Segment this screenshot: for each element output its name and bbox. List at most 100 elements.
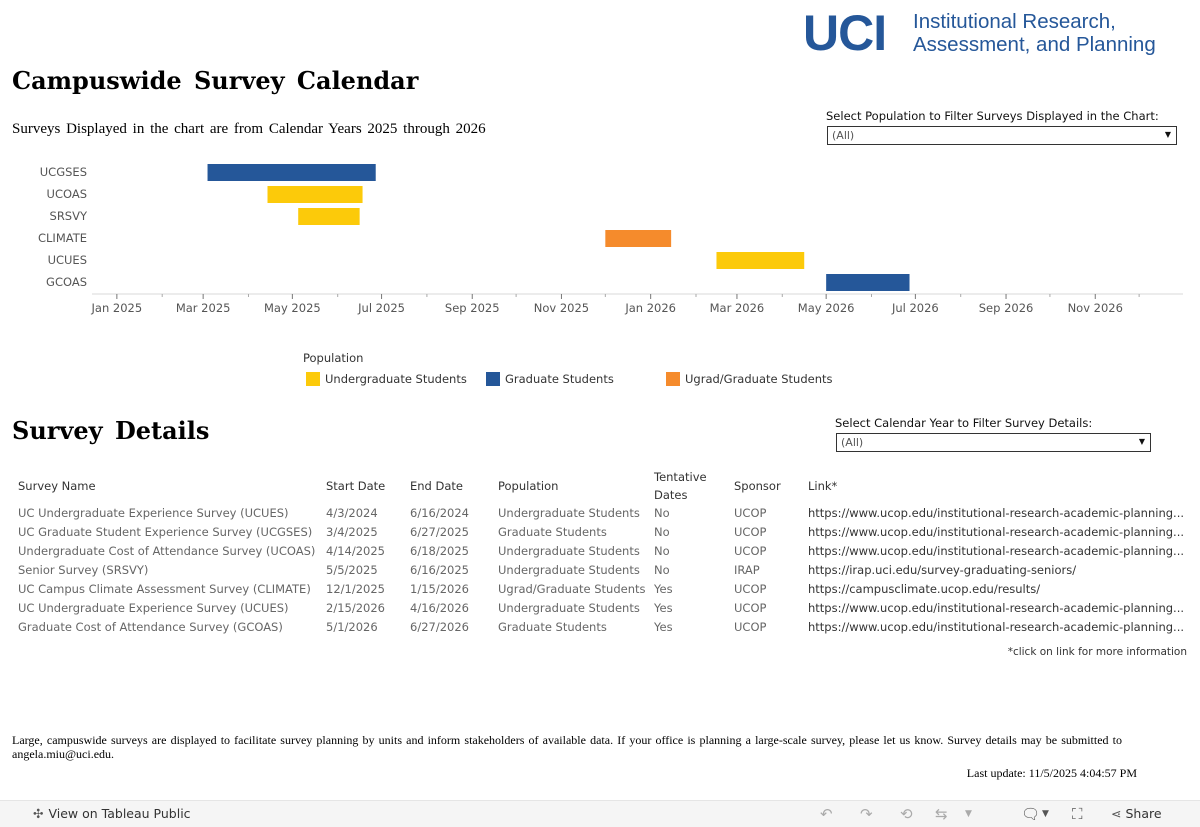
x-tick-label: Jul 2026 bbox=[891, 301, 939, 315]
legend-item-graduate[interactable]: Graduate Students bbox=[486, 371, 614, 386]
gantt-bar bbox=[716, 252, 805, 269]
y-tick-label: GCOAS bbox=[46, 275, 87, 289]
link-note: *click on link for more information bbox=[1007, 646, 1187, 658]
survey-link[interactable]: https://www.ucop.edu/institutional-resea… bbox=[808, 601, 1184, 615]
last-update: Last update: 11/5/2025 4:04:57 PM bbox=[966, 766, 1137, 780]
table-cell: 6/16/2025 bbox=[410, 563, 469, 577]
uci-irap-logo: UCI Institutional Research, Assessment, … bbox=[803, 5, 1183, 61]
survey-link[interactable]: https://irap.uci.edu/survey-graduating-s… bbox=[808, 563, 1077, 577]
table-cell: 12/1/2025 bbox=[326, 582, 385, 596]
legend-label: Ugrad/Graduate Students bbox=[685, 372, 833, 386]
table-cell: Graduate Students bbox=[498, 525, 607, 539]
table-cell: 4/16/2026 bbox=[410, 601, 469, 615]
table-cell: 1/15/2026 bbox=[410, 582, 469, 596]
undo-icon[interactable]: ↶ bbox=[820, 805, 833, 823]
table-cell: UCOP bbox=[734, 620, 767, 634]
x-tick-label: Sep 2025 bbox=[445, 301, 500, 315]
gantt-bar bbox=[826, 274, 910, 291]
table-cell: Undergraduate Students bbox=[498, 506, 640, 520]
survey-link[interactable]: https://www.ucop.edu/institutional-resea… bbox=[808, 620, 1184, 634]
y-tick-label: UCOAS bbox=[47, 187, 87, 201]
page-title: Campuswide Survey Calendar bbox=[12, 66, 419, 95]
survey-gantt-chart: UCGSES UCOAS SRSVY CLIMATE UCUES GCOAS Jan 20… bbox=[38, 164, 1183, 315]
table-cell: 4/3/2024 bbox=[326, 506, 378, 520]
view-on-tableau-label: View on Tableau Public bbox=[48, 806, 191, 821]
share-button[interactable]: ⋖ Share bbox=[1111, 806, 1162, 821]
refresh-menu-chevron-icon[interactable]: ▼ bbox=[965, 809, 972, 819]
table-cell: 6/27/2026 bbox=[410, 620, 469, 634]
fullscreen-icon[interactable]: ⛶ bbox=[1072, 805, 1083, 823]
table-cell: Graduate Cost of Attendance Survey (GCOA… bbox=[18, 620, 283, 634]
tableau-toolbar: ✣ View on Tableau Public ↶ ↷ ⟲ ⇆ ▼ 🗨 ▼ ⛶ … bbox=[0, 800, 1200, 827]
legend-label: Undergraduate Students bbox=[325, 372, 467, 386]
y-tick-label: UCUES bbox=[48, 253, 87, 267]
table-cell: Yes bbox=[654, 582, 673, 596]
x-tick-label: May 2026 bbox=[798, 301, 855, 315]
redo-icon[interactable]: ↷ bbox=[860, 805, 873, 823]
table-cell: No bbox=[654, 563, 670, 577]
legend-item-ugrad-graduate[interactable]: Ugrad/Graduate Students bbox=[666, 371, 833, 386]
column-header[interactable]: Link* bbox=[808, 479, 838, 493]
view-on-tableau-button[interactable]: ✣ View on Tableau Public bbox=[33, 806, 191, 821]
table-cell: Undergraduate Students bbox=[498, 601, 640, 615]
legend-swatch bbox=[666, 371, 680, 386]
legend-title: Population bbox=[303, 351, 364, 365]
year-filter-dropdown[interactable]: (All) ▼ bbox=[836, 433, 1151, 452]
gantt-bar bbox=[605, 230, 672, 247]
table-cell: 3/4/2025 bbox=[326, 525, 378, 539]
y-tick-label: SRSVY bbox=[50, 209, 88, 223]
table-cell: UCOP bbox=[734, 506, 767, 520]
table-cell: Yes bbox=[654, 620, 673, 634]
x-tick-label: Mar 2026 bbox=[710, 301, 765, 315]
survey-link[interactable]: https://campusclimate.ucop.edu/results/ bbox=[808, 582, 1041, 596]
logo-line-1: Institutional Research, bbox=[913, 10, 1116, 33]
table-cell: 6/18/2025 bbox=[410, 544, 469, 558]
year-filter-value: (All) bbox=[841, 436, 864, 449]
x-tick-label: Jan 2026 bbox=[624, 301, 676, 315]
column-header[interactable]: Start Date bbox=[326, 479, 386, 493]
column-header[interactable]: Sponsor bbox=[734, 479, 781, 493]
legend-swatch bbox=[486, 371, 500, 386]
table-cell: 6/27/2025 bbox=[410, 525, 469, 539]
table-cell: UCOP bbox=[734, 601, 767, 615]
table-cell: UC Graduate Student Experience Survey (U… bbox=[18, 525, 313, 539]
column-header[interactable]: Survey Name bbox=[18, 479, 96, 493]
x-tick-label: May 2025 bbox=[264, 301, 321, 315]
column-header[interactable]: Tentative Dates bbox=[654, 470, 707, 502]
column-header[interactable]: Population bbox=[498, 479, 559, 493]
footer-description: Large, campuswide surveys are displayed … bbox=[12, 733, 1122, 761]
share-label: Share bbox=[1125, 806, 1162, 821]
population-filter-label: Select Population to Filter Surveys Disp… bbox=[826, 109, 1159, 123]
x-tick-label: Jul 2025 bbox=[357, 301, 405, 315]
table-cell: No bbox=[654, 506, 670, 520]
x-tick-label: Nov 2026 bbox=[1068, 301, 1123, 315]
comment-icon[interactable]: 🗨 bbox=[1021, 805, 1041, 823]
population-filter-dropdown[interactable]: (All) ▼ bbox=[827, 126, 1177, 145]
refresh-icon[interactable]: ⇆ bbox=[935, 805, 948, 823]
table-cell: 5/5/2025 bbox=[326, 563, 378, 577]
chart-subtitle: Surveys Displayed in the chart are from … bbox=[12, 121, 486, 137]
legend-swatch bbox=[306, 371, 320, 386]
table-cell: UCOP bbox=[734, 525, 767, 539]
legend-label: Graduate Students bbox=[505, 372, 614, 386]
comment-chevron-icon[interactable]: ▼ bbox=[1042, 809, 1049, 819]
gantt-bar bbox=[298, 208, 360, 225]
table-cell: Undergraduate Students bbox=[498, 563, 640, 577]
y-tick-label: CLIMATE bbox=[38, 231, 87, 245]
logo-mark: UCI bbox=[803, 5, 887, 61]
logo-line-2: Assessment, and Planning bbox=[913, 33, 1156, 56]
x-tick-label: Jan 2025 bbox=[91, 301, 143, 315]
revert-icon[interactable]: ⟲ bbox=[900, 805, 913, 823]
y-tick-label: UCGSES bbox=[40, 165, 87, 179]
table-cell: 2/15/2026 bbox=[326, 601, 385, 615]
survey-details-title: Survey Details bbox=[12, 416, 210, 445]
table-cell: No bbox=[654, 525, 670, 539]
population-filter-value: (All) bbox=[832, 129, 855, 142]
legend-item-undergraduate[interactable]: Undergraduate Students bbox=[306, 371, 467, 386]
table-cell: Graduate Students bbox=[498, 620, 607, 634]
survey-link[interactable]: https://www.ucop.edu/institutional-resea… bbox=[808, 506, 1184, 520]
table-cell: UCOP bbox=[734, 582, 767, 596]
survey-link[interactable]: https://www.ucop.edu/institutional-resea… bbox=[808, 525, 1184, 539]
survey-link[interactable]: https://www.ucop.edu/institutional-resea… bbox=[808, 544, 1184, 558]
column-header[interactable]: End Date bbox=[410, 479, 463, 493]
